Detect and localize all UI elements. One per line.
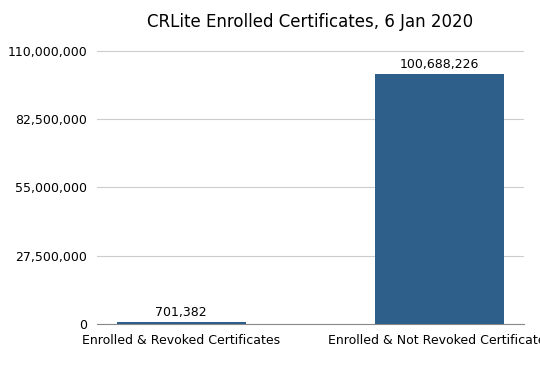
Bar [375,74,504,324]
Bar [117,322,246,324]
Title: CRLite Enrolled Certificates, 6 Jan 2020: CRLite Enrolled Certificates, 6 Jan 2020 [147,13,474,31]
Text: 701,382: 701,382 [156,306,207,319]
Text: 100,688,226: 100,688,226 [400,58,480,71]
